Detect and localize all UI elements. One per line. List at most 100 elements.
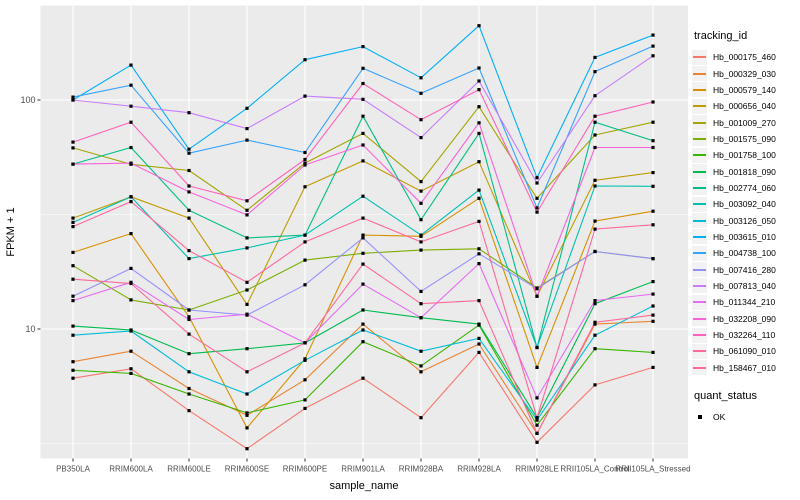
data-point [245, 127, 249, 131]
legend-key-line [693, 235, 706, 238]
data-point [593, 219, 597, 223]
data-point [651, 313, 655, 317]
data-point [477, 196, 481, 200]
x-tick-label: RRIM600LE [167, 465, 211, 474]
data-point [593, 322, 597, 326]
data-point [71, 216, 75, 220]
legend-item-label: Hb_001758_100 [713, 150, 776, 161]
data-point [129, 266, 133, 270]
data-point [129, 349, 133, 353]
square-marker-icon [697, 415, 702, 420]
data-point [129, 120, 133, 124]
data-point [593, 145, 597, 150]
data-point [245, 302, 249, 306]
data-point [651, 33, 655, 37]
data-point [303, 150, 307, 155]
legend-color-key [692, 98, 707, 114]
data-point [651, 257, 655, 261]
legend-item-label: Hb_032208_090 [713, 313, 776, 324]
data-point [419, 316, 423, 320]
data-point [187, 216, 191, 220]
legend-item-label: Hb_061090_010 [713, 346, 776, 357]
data-point [477, 131, 481, 135]
data-point [535, 431, 539, 435]
data-point [361, 194, 365, 198]
data-point [303, 161, 307, 165]
data-point [535, 206, 539, 210]
legend-key-line [693, 72, 706, 75]
data-point [477, 160, 481, 164]
data-point [71, 140, 75, 144]
data-point [361, 66, 365, 70]
data-point [651, 292, 655, 296]
data-point [651, 350, 655, 354]
x-tick-label: RRII105LA_Stressed [615, 465, 690, 474]
legend-item-label: Hb_000329_030 [713, 68, 776, 79]
data-point [651, 209, 655, 213]
legend-color-key [692, 49, 707, 65]
data-point [651, 44, 655, 48]
data-point [419, 136, 423, 140]
data-point [419, 233, 423, 237]
data-point [535, 365, 539, 369]
x-tick-label: RRIM901LA [341, 465, 385, 474]
data-point [361, 159, 365, 163]
data-point [361, 81, 365, 86]
data-point [477, 252, 481, 256]
legend-item-Hb_000175_460: Hb_000175_460 [692, 49, 798, 65]
data-point [593, 302, 597, 306]
x-tick-label: RRIM928LA [457, 465, 501, 474]
data-point [303, 358, 307, 362]
data-point [187, 190, 191, 194]
legend-color-key [692, 262, 707, 278]
data-point [419, 364, 423, 368]
data-point [651, 54, 655, 58]
legend-color-key [692, 180, 707, 196]
legend-item-label: Hb_001818_090 [713, 166, 776, 177]
data-point [303, 58, 307, 62]
data-point [361, 216, 365, 220]
legend-item-Hb_000656_040: Hb_000656_040 [692, 98, 798, 114]
legend-color-key [692, 360, 707, 376]
legend-item-label: Hb_000579_140 [713, 84, 776, 95]
data-point [129, 232, 133, 236]
legend-color-key [692, 147, 707, 163]
data-point [477, 188, 481, 192]
legend-key-line [693, 105, 706, 108]
data-point [71, 98, 75, 102]
data-point [71, 95, 75, 99]
data-point [477, 342, 481, 346]
data-point [651, 319, 655, 323]
shape-legend-title: quant_status [694, 389, 757, 402]
legend-item-Hb_003615_010: Hb_003615_010 [692, 229, 798, 245]
data-point [129, 161, 133, 165]
legend-item-Hb_011344_210: Hb_011344_210 [692, 294, 798, 310]
data-point [419, 91, 423, 95]
x-axis-title: sample_name [329, 480, 398, 492]
data-point [71, 324, 75, 328]
legend-key-line [693, 350, 706, 353]
data-point [129, 63, 133, 67]
data-point [71, 368, 75, 372]
data-point [535, 440, 539, 444]
data-point [651, 171, 655, 175]
data-point [245, 106, 249, 110]
color-legend-items: Hb_000175_460 Hb_000329_030 Hb_000579_140 H… [692, 49, 798, 376]
legend-item-label: Hb_158467_010 [713, 362, 776, 373]
legend-item-label: Hb_000175_460 [713, 52, 776, 63]
legend-item-Hb_032208_090: Hb_032208_090 [692, 311, 798, 327]
data-point [187, 249, 191, 253]
legend-item-label: Hb_003092_040 [713, 199, 776, 210]
data-point [477, 262, 481, 266]
legend-key-line [693, 88, 706, 91]
data-point [535, 196, 539, 200]
data-point [187, 409, 191, 413]
legend-key-line [693, 252, 706, 255]
data-point [129, 298, 133, 302]
legend-item-Hb_061090_010: Hb_061090_010 [692, 343, 798, 359]
legend-color-key [692, 82, 707, 98]
data-point [187, 332, 191, 336]
data-point [419, 118, 423, 122]
data-point [477, 88, 481, 92]
